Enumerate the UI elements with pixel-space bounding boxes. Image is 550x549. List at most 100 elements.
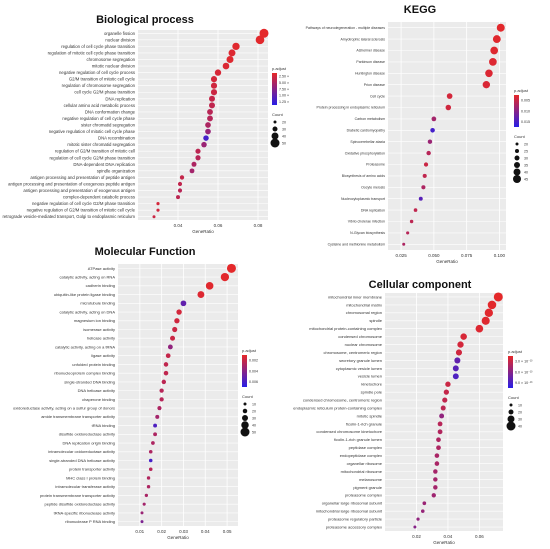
category-label: ribonuclease P RNA binding [65, 519, 115, 524]
chart-svg: Pathways of neurodegeneration - multiple… [306, 22, 530, 264]
color-legend-tick: 0.010 [521, 109, 530, 113]
category-label: mitochondrial protein-containing complex [309, 326, 382, 331]
data-point [406, 231, 410, 235]
category-label: Protein processing in endoplasmic reticu… [317, 106, 386, 110]
size-legend-tick: 20 [524, 142, 528, 146]
x-tick-label: 0.03 [179, 529, 188, 534]
data-point [176, 309, 182, 315]
color-legend-bar [272, 73, 277, 105]
data-point [170, 335, 176, 341]
category-label: proteasome regulatory particle [328, 517, 383, 522]
data-point [210, 82, 218, 89]
x-tick-label: 0.04 [174, 223, 183, 228]
data-point [161, 379, 167, 385]
category-label: regulation of G2/M transition of mitotic… [55, 149, 135, 154]
category-label: tRNA-specific ribonuclease activity [54, 510, 115, 515]
data-point [430, 128, 435, 133]
cellular-component-panel: Cellular component mitochondrial inner m… [290, 277, 550, 549]
data-point [413, 208, 418, 212]
x-tick-label: 0.08 [254, 223, 263, 228]
category-label: peptide disulfide oxidoreductase activit… [45, 502, 116, 507]
data-point [433, 469, 438, 474]
size-legend-dot [515, 149, 519, 153]
size-legend-dot [271, 132, 279, 140]
color-legend-title: p.adjust [514, 88, 529, 93]
data-point [259, 28, 269, 38]
size-legend-tick: 45 [524, 177, 528, 181]
category-label: mitochondrial large ribosomal subunit [316, 509, 383, 514]
category-label: DNA helicase activity [78, 388, 115, 393]
category-label: Biosynthesis of amino acids [342, 174, 385, 178]
category-label: retrograde vesicle-mediated transport, G… [2, 214, 135, 219]
color-legend-tick: 5.00 × 10⁻¹³ [279, 81, 290, 85]
category-label: Vibrio cholerae infection [348, 220, 385, 224]
category-label: sister chromatid segregation [81, 123, 136, 128]
category-label: ATPase activity [88, 266, 115, 271]
size-legend-tick: 50 [252, 430, 256, 434]
plot-area [388, 22, 506, 250]
category-label: amide transmembrane transporter activity [41, 414, 115, 419]
data-point [140, 511, 144, 515]
data-point [167, 344, 173, 350]
category-label: antigen processing and presentation of e… [8, 181, 135, 186]
category-label: Oocyte meiosis [361, 186, 385, 190]
color-legend-tick: 0.005 [521, 99, 530, 103]
size-legend-tick: 25 [524, 149, 528, 153]
size-legend-dot [514, 162, 520, 168]
size-legend-dot [513, 168, 521, 176]
category-label: Oxidative phosphorylation [345, 151, 385, 155]
data-point [489, 58, 497, 66]
size-legend-tick: 40 [524, 170, 528, 174]
size-legend-title: Count [514, 134, 526, 139]
data-point [442, 397, 448, 403]
category-label: mitochondrial ribosome [341, 469, 383, 474]
data-point [416, 517, 420, 521]
category-label: condensed chromosome [338, 334, 383, 339]
x-axis-label: GeneRatio [192, 229, 214, 234]
category-label: MHC class I protein binding [66, 475, 115, 480]
chart-title: Biological process [96, 14, 194, 26]
data-point [482, 81, 491, 89]
category-label: Huntington disease [355, 72, 385, 76]
color-legend-bar [514, 95, 519, 127]
size-legend-tick: 30 [282, 127, 286, 131]
data-point [226, 263, 236, 273]
category-label: Alzheimer disease [356, 49, 385, 53]
category-label: mitochondrial matrix [346, 302, 382, 307]
data-point [423, 162, 429, 167]
category-label: spindle organization [97, 168, 136, 173]
data-point [413, 525, 417, 529]
color-legend-tick: 6.0 × 10⁻¹³ [515, 370, 533, 374]
chart-title: Cellular component [368, 279, 472, 291]
category-label: N-Glycan biosynthesis [350, 231, 385, 235]
data-point [492, 35, 501, 44]
data-point [455, 349, 463, 356]
size-legend-tick: 30 [524, 156, 528, 160]
chart-title: Molecular Function [94, 246, 196, 258]
category-label: disulfide oxidoreductase activity [59, 432, 115, 437]
color-legend-tick: 0.004 [249, 369, 258, 373]
x-axis-label: GeneRatio [436, 259, 458, 264]
data-point [159, 388, 164, 393]
data-point [422, 501, 427, 506]
category-label: kinetochore [361, 382, 382, 387]
color-legend-tick: 0.006 [249, 380, 258, 384]
chart-title: KEGG [403, 4, 437, 16]
category-label: protein transmembrane transporter activi… [40, 493, 115, 498]
data-point [460, 333, 467, 340]
category-label: regulation of mitotic cell cycle phase t… [48, 50, 136, 55]
data-point [433, 477, 438, 482]
data-point [220, 272, 230, 282]
data-point [445, 104, 452, 111]
data-point [431, 116, 437, 122]
category-label: negative regulation of cell cycle proces… [59, 70, 135, 75]
category-label: Amyotrophic lateral sclerosis [340, 37, 385, 41]
category-label: peptidase complex [349, 445, 382, 450]
category-label: cadherin binding [86, 283, 115, 288]
data-point [155, 414, 160, 419]
data-point [434, 453, 440, 458]
category-label: magnesium ion binding [74, 318, 115, 323]
category-label: ficolin-1-rich granule lumen [334, 437, 382, 442]
data-point [452, 373, 459, 380]
chart-svg: mitochondrial inner membrane mitochondria… [293, 292, 533, 545]
